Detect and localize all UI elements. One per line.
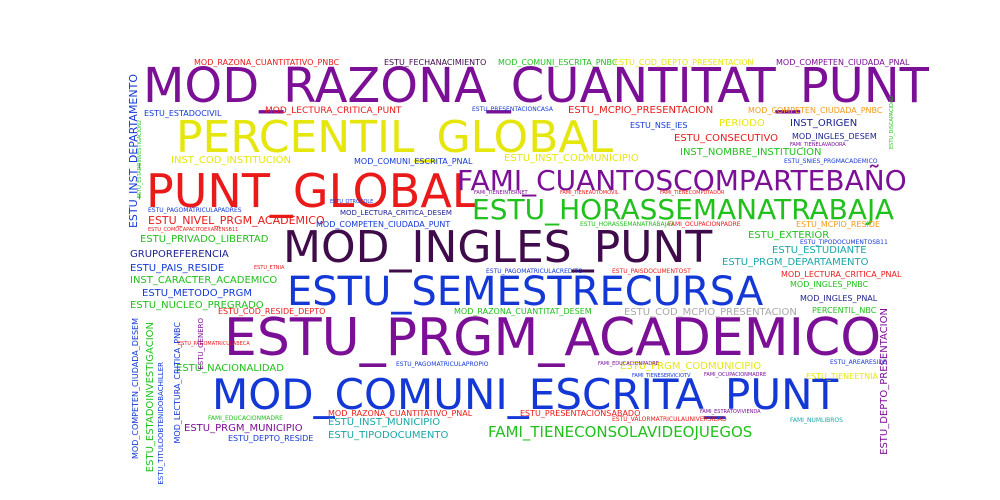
word-estu-depto-reside: ESTU_DEPTO_RESIDE	[228, 434, 314, 443]
word-estu-pagomatriculapadres: ESTU_PAGOMATRICULAPADRES	[148, 207, 242, 214]
word-estu-mcpio-reside: ESTU_MCPIO_RESIDE	[796, 220, 881, 229]
word-estu-pais-reside: ESTU_PAIS_RESIDE	[130, 263, 225, 274]
word-fami-numlibros: FAMI_NUMLIBROS	[790, 417, 843, 424]
word-estu-estadoinvestigacion-small: ESTU_ESTADOINVESTIGACION2	[137, 120, 143, 199]
word-estu-tituloobtenidobachiller: ESTU_TITULOOBTENIDOBACHILLER	[157, 362, 165, 485]
word-estu-privado-libertad: ESTU_PRIVADO_LIBERTAD	[140, 234, 269, 245]
word-fami-tieneconsolavideojuegos: FAMI_TIENECONSOLAVIDEOJUEGOS	[488, 423, 753, 441]
word-estu-discapacidad: ESTU_DISCAPACIDAD	[889, 96, 895, 149]
word-mod-comuni-escrita-pnal: MOD_COMUNI_ESCRITA_PNAL	[354, 157, 473, 166]
word-estu-depto-presentacion: ESTU_DEPTO_PRESENTACION	[879, 308, 890, 455]
word-estu-tieneetnia: ESTU_TIENEETNIA	[806, 372, 878, 381]
word-mod-ingles-pnal: MOD_INGLES_PNAL	[800, 294, 878, 303]
word-estu-consecutivo: ESTU_CONSECUTIVO	[674, 133, 778, 144]
word-estu-valormatriculauniversidad: ESTU_VALORMATRICULAUNIVERSIDAD	[612, 416, 727, 423]
word-mod-razona-cuantitativo-pnal: MOD_RAZONA_CUANTITATIVO_PNAL	[328, 409, 473, 418]
word-estu-tipodocumento: ESTU_TIPODOCUMENTO	[328, 430, 449, 441]
word-estu-nacionalidad: ESTU_NACIONALIDAD	[176, 363, 284, 374]
word-punt-global: PUNT_GLOBAL	[146, 164, 478, 218]
word-fami-tieneserviciotv: FAMI_TIENESERVICIOTV	[632, 373, 691, 379]
word-mod-comuni-escrita-punt: MOD_COMUNI_ESCRITA_PUNT	[212, 370, 839, 419]
word-estu-inst-codmunicipio: ESTU_INST_CODMUNICIPIO	[504, 153, 639, 164]
word-fami-tienelavadora: FAMI_TIENELAVADORA	[790, 142, 846, 148]
word-estu-genero: ESTU_GENERO	[197, 318, 205, 370]
word-inst-caracter-academico: INST_CARACTER_ACADEMICO	[130, 275, 278, 286]
word-fami-tieneautomovil: FAMI_TIENEAUTOMOVIL	[560, 190, 619, 196]
word-estu-fechanacimiento: ESTU_FECHANACIMIENTO	[384, 58, 487, 67]
word-estu-mcpio-presentacion: ESTU_MCPIO_PRESENTACION	[568, 105, 714, 116]
word-estu-nivel-prgm-academico: ESTU_NIVEL_PRGM_ACADEMICO	[148, 214, 325, 227]
word-estu-prgm-municipio: ESTU_PRGM_MUNICIPIO	[184, 423, 303, 434]
word-fami-ocupacionpadre: FAMI_OCUPACIONPADRE	[668, 221, 741, 228]
word-estu-otrocole: ESTU_OTROCOLE	[330, 199, 374, 205]
word-estu-exterior: ESTU_EXTERIOR	[748, 230, 830, 241]
word-estu-cod-mcpio-presentacion: ESTU_COD_MCPIO_PRESENTACION	[624, 307, 797, 318]
word-estu-metodo-prgm: ESTU_METODO_PRGM	[142, 288, 252, 299]
word-mod-comuni-escrita-pnbc: MOD_COMUNI_ESCRITA_PNBC	[498, 58, 618, 67]
word-fami-estratovivienda: FAMI_ESTRATOVIVIENDA	[700, 409, 761, 415]
word-mod-competen-ciudada-pnbc: MOD_COMPETEN_CIUDADA_PNBC	[748, 106, 883, 115]
word-estu-horassemanatrabaja: ESTU_HORASSEMANATRABAJA	[472, 193, 894, 226]
word-estu-inst-municipio: ESTU_INST_MUNICIPIO	[328, 417, 441, 428]
word-fami-cuantoscomparteb: FAMI_CUANTOSCOMPARTEBAÑO	[457, 164, 907, 197]
word-estu-nse-ies: ESTU_NSE_IES	[630, 121, 688, 130]
word-mod-competen-ciudada-pnal: MOD_COMPETEN_CIUDADA_PNAL	[776, 58, 910, 67]
word-inst-cod-institucion: INST_COD_INSTITUCION	[171, 155, 291, 166]
word-estu-prgm-codmunicipio: ESTU_PRGM_CODMUNICIPIO	[620, 361, 762, 372]
word-fami-educacionpadre: FAMI_EDUCACIONPADRE	[598, 361, 659, 367]
word-estu-presentacioncasa: ESTU_PRESENTACIONCASA	[472, 106, 554, 113]
word-fami-tienecomputador: FAMI_TIENECOMPUTADOR	[660, 190, 725, 196]
word-gruporeferencia: GRUPOREFERENCIA	[130, 249, 229, 260]
word-mod-razona-cuantitat-punt: MOD_RAZONA_CUANTITAT_PUNT	[143, 58, 929, 114]
word-percentil-global: PERCENTIL_GLOBAL	[176, 112, 613, 163]
word-estu-tipodocumentosb11: ESTU_TIPODOCUMENTOSB11	[800, 239, 888, 246]
word-estu-estadoinvestigacion: ESTU_ESTADOINVESTIGACION	[145, 322, 156, 473]
word-inst-nombre-institucion: INST_NOMBRE_INSTITUCION	[680, 147, 822, 158]
word-mod-lectura-critica-desem: MOD_LECTURA_CRITICA_DESEM	[340, 209, 452, 217]
word-estu-paisdocumentost: ESTU_PAISDOCUMENTOST	[612, 268, 691, 275]
word-fami-ocupacionmadre: FAMI_OCUPACIONMADRE	[704, 372, 767, 378]
word-mod-lectura-critica-pnbc: MOD_LECTURA_CRITICA_PNBC	[173, 322, 182, 444]
word-estu-estadocivil: ESTU_ESTADOCIVIL	[144, 109, 222, 118]
word-estu-horassemanatrabaja-small: ESTU_HORASSEMANATRABAJA2	[580, 221, 675, 228]
word-estu-cod-depto-presentacion: ESTU_COD_DEPTO_PRESENTACION	[614, 58, 754, 67]
word-mod-ingles-punt: MOD_INGLES_PUNT	[283, 222, 713, 273]
word-estu-semestrecursa: ESTU_SEMESTRECURSA	[287, 269, 764, 315]
word-inst-origen: INST_ORIGEN	[790, 118, 858, 129]
word-estu-prgm-departamento: ESTU_PRGM_DEPARTAMENTO	[722, 257, 869, 268]
word-estu-prgm-academico: ESTU_PRGM_ACADEMICO	[224, 308, 882, 368]
word-estu-nucleo-pregrado: ESTU_NUCLEO_PREGRADO	[130, 300, 264, 311]
word-fami-tieneinternet: FAMI_TIENEINTERNET	[474, 190, 528, 196]
word-estu-cod-reside-depto: ESTU_COD_RESIDE_DEPTO	[218, 307, 326, 316]
word-estu-estudiante: ESTU_ESTUDIANTE	[772, 245, 867, 256]
word-estu-pagomatriculabeca: ESTU_PAGOMATRICULABECA	[178, 341, 250, 347]
word-estu-etnia: ESTU_ETNIA	[254, 265, 285, 271]
word-mod-ingles-desem: MOD_INGLES_DESEM	[792, 132, 877, 141]
word-periodo: PERIODO	[719, 118, 765, 129]
word-estu-pagomatriculapropio: ESTU_PAGOMATRICULAPROPIO	[396, 361, 489, 368]
word-mod-lectura-critica-punt: MOD_LECTURA_CRITICA_PUNT	[265, 106, 402, 116]
word-mod-competen-ciudada-desem: MOD_COMPETEN_CIUDADA_DESEM	[131, 318, 140, 459]
word-mod-competen-ciudada-punt: MOD_COMPETEN_CIUDADA_PUNT	[316, 220, 451, 229]
word-estu-pagomatriculacredito: ESTU_PAGOMATRICULACREDITO	[486, 268, 583, 275]
word-fami-educacionmadre: FAMI_EDUCACIONMADRE	[208, 415, 283, 422]
word-percentil-nbc: PERCENTIL_NBC	[812, 306, 877, 315]
word-mod-lectura-critica-pnal: MOD_LECTURA_CRITICA_PNAL	[781, 270, 902, 279]
word-estu-snies-prgmacademico: ESTU_SNIES_PRGMACADEMICO	[784, 158, 878, 165]
word-estu-comocapacitoexamensb11: ESTU_COMOCAPACITOEXAMENSB11	[148, 227, 239, 233]
word-mod-razona-cuantitativo-pnbc: MOD_RAZONA_CUANTITATIVO_PNBC	[194, 58, 340, 67]
word-estu-presentacionsabado: ESTU_PRESENTACIONSABADO	[520, 409, 641, 418]
word-mod-razona-cuantitat-desem: MOD_RAZONA_CUANTITAT_DESEM	[454, 307, 592, 316]
word-mod-ingles-pnbc: MOD_INGLES_PNBC	[790, 280, 869, 289]
word-estu-arearesid: ESTU_AREARESIDE	[830, 359, 887, 366]
